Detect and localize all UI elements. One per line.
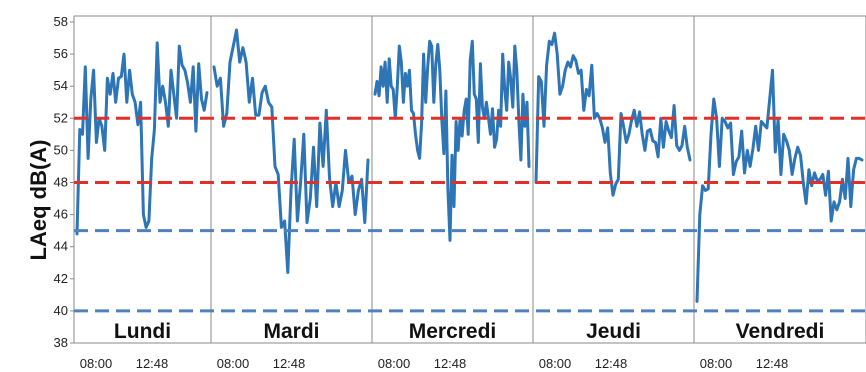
day-label: Lundi [114,320,171,343]
day-label: Mardi [263,320,319,343]
series-line-vendredi [695,68,864,303]
series-line-jeudi [534,31,692,197]
x-tick-label: 08:00 [217,356,250,371]
panel-mardi: Mardi 08:00 12:48 [210,15,373,371]
y-axis-label: LAeq dB(A) [26,140,51,261]
x-tick-label: 08:00 [378,356,411,371]
x-tick-label: 12:48 [595,356,628,371]
y-tick-label: 42 [54,271,68,286]
x-tick-label: 12:48 [136,356,169,371]
x-tick-label: 08:00 [700,356,733,371]
y-tick-label: 58 [54,14,68,29]
panel-mercredi: Mercredi 08:00 12:48 [371,15,534,371]
x-tick-label: 12:48 [756,356,789,371]
day-label: Jeudi [586,320,641,343]
x-tick-label: 08:00 [80,356,113,371]
y-axis: 38 40 42 44 46 48 50 52 54 56 58 [54,14,75,350]
x-tick-label: 08:00 [539,356,572,371]
y-tick-label: 54 [54,78,68,93]
y-tick-label: 40 [54,303,68,318]
x-tick-label: 12:48 [273,356,306,371]
day-label: Mercredi [409,320,497,343]
series-line-lundi [75,41,209,236]
y-tick-label: 48 [54,175,68,190]
series-line-mercredi [373,39,531,242]
y-tick-label: 50 [54,142,68,157]
y-tick-label: 38 [54,335,68,350]
x-tick-label: 12:48 [434,356,467,371]
day-label: Vendredi [736,320,825,343]
y-tick-label: 52 [54,110,68,125]
y-tick-label: 46 [54,207,68,222]
panel-border [693,15,866,344]
panel-jeudi: Jeudi 08:00 12:48 [532,15,695,371]
y-tick-label: 56 [54,46,68,61]
reference-lines [74,116,866,313]
y-tick-label: 44 [54,239,68,254]
series-line-mardi [212,28,370,274]
